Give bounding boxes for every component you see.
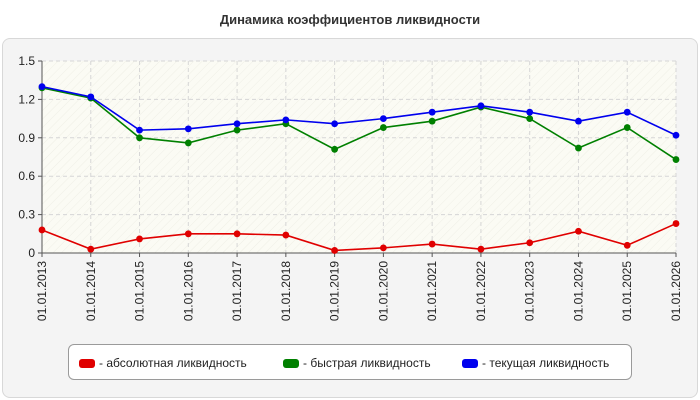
x-tick-label: 01.01.2026: [669, 261, 683, 321]
data-point-0: [87, 245, 95, 253]
legend: - абсолютная ликвидность - быстрая ликви…: [68, 344, 632, 380]
data-point-0: [379, 244, 387, 252]
data-point-0: [575, 227, 582, 235]
legend-swatch-current: [462, 358, 478, 368]
x-tick-label: 01.01.2019: [328, 261, 342, 321]
data-point-0: [428, 240, 436, 248]
data-point-2: [623, 108, 631, 116]
series-line-0: [41, 222, 677, 252]
data-point-2: [575, 117, 582, 125]
data-point-1: [331, 145, 339, 153]
y-tick-label: 1.5: [18, 54, 35, 68]
x-tick-label: 01.01.2021: [425, 261, 439, 321]
data-point-2: [526, 108, 534, 116]
data-point-0: [38, 226, 46, 234]
x-tick-label: 01.01.2023: [523, 261, 537, 321]
legend-item-current: - текущая ликвидность: [462, 345, 609, 381]
legend-label-absolute: - абсолютная ликвидность: [99, 356, 247, 370]
legend-swatch-quick: [283, 358, 299, 368]
x-tick-label: 01.01.2024: [571, 261, 585, 321]
data-point-2: [233, 120, 241, 128]
series-line-1: [41, 87, 677, 161]
y-tick-label: 0.3: [18, 208, 35, 222]
y-tick-label: 0: [28, 246, 35, 260]
x-tick-label: 01.01.2018: [279, 261, 293, 321]
data-point-0: [526, 239, 534, 247]
legend-label-quick: - быстрая ликвидность: [303, 356, 431, 370]
x-tick-label: 01.01.2013: [35, 261, 49, 321]
y-tick-label: 1.2: [18, 92, 35, 106]
data-point-0: [136, 235, 143, 243]
data-point-0: [184, 230, 192, 238]
data-point-1: [184, 139, 192, 147]
x-tick-label: 01.01.2025: [620, 261, 634, 321]
data-point-2: [428, 108, 436, 116]
data-point-1: [623, 124, 631, 131]
data-point-0: [672, 220, 680, 227]
x-tick-label: 01.01.2022: [474, 261, 488, 321]
data-point-1: [672, 156, 680, 163]
data-point-1: [136, 134, 143, 142]
data-point-2: [87, 93, 95, 101]
data-point-2: [38, 83, 46, 90]
data-point-0: [282, 231, 290, 239]
x-tick-label: 01.01.2016: [181, 261, 195, 321]
data-point-1: [575, 144, 582, 152]
chart-title: Динамика коэффициентов ликвидности: [219, 12, 481, 27]
tick-labels: 0 0.3 0.6 0.9 1.2 1.5 01.01.2013 01.01.2014 01.0…: [18, 54, 683, 321]
data-point-2: [331, 120, 339, 128]
data-point-2: [477, 102, 485, 110]
x-tick-label: 01.01.2020: [376, 261, 390, 321]
legend-label-current: - текущая ликвидность: [482, 356, 610, 370]
y-tick-label: 0.9: [18, 131, 35, 145]
axes: [38, 60, 677, 257]
plot-area: [42, 61, 676, 253]
x-tick-label: 01.01.2014: [84, 261, 98, 321]
data-point-0: [623, 241, 631, 249]
x-tick-label: 01.01.2015: [133, 261, 147, 321]
data-point-1: [526, 115, 534, 122]
data-point-2: [184, 125, 192, 133]
data-point-0: [477, 245, 485, 253]
data-point-1: [233, 126, 241, 134]
data-point-2: [672, 131, 680, 139]
x-tick-label: 01.01.2017: [230, 261, 244, 321]
y-tick-label: 0.6: [18, 169, 35, 183]
data-point-0: [331, 247, 339, 254]
data-point-1: [379, 124, 387, 131]
legend-item-quick: - быстрая ликвидность: [283, 345, 431, 381]
series-layer: [38, 83, 680, 254]
legend-item-absolute: - абсолютная ликвидность: [79, 345, 247, 381]
data-point-1: [428, 117, 436, 125]
data-point-2: [136, 126, 143, 134]
data-point-2: [379, 115, 387, 122]
data-point-2: [282, 116, 290, 124]
series-line-2: [41, 85, 677, 136]
data-point-0: [233, 230, 241, 238]
legend-swatch-absolute: [79, 358, 95, 368]
